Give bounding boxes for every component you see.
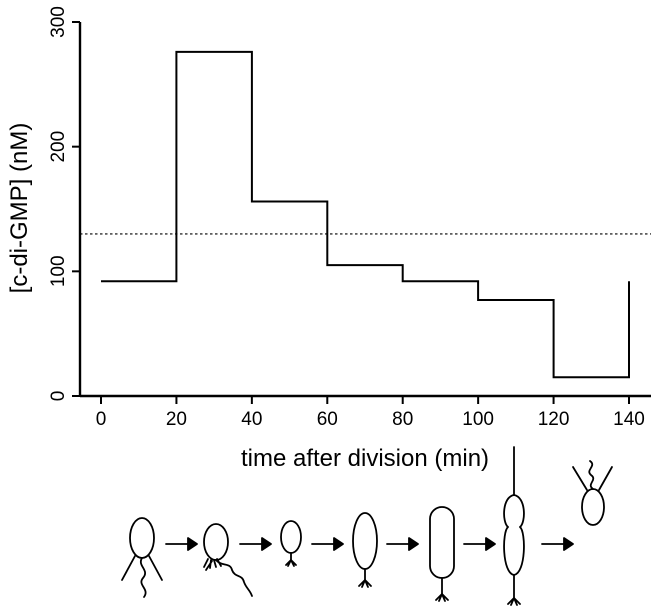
x-tick-label: 100	[462, 409, 494, 430]
y-tick-label: 300	[48, 6, 69, 38]
x-tick-label: 80	[392, 409, 413, 430]
y-tick-label: 0	[48, 391, 69, 402]
x-axis-title: time after division (min)	[241, 445, 489, 472]
series-line	[101, 50, 630, 379]
series-group	[101, 50, 630, 379]
arrow-icon	[165, 537, 198, 551]
arrow-icon	[463, 537, 496, 551]
cell-cycle-illustration	[121, 446, 613, 606]
arrow-icon	[311, 537, 344, 551]
x-tick-label: 40	[241, 409, 262, 430]
x-tick-label: 120	[538, 409, 570, 430]
x-tick-label: 0	[96, 409, 107, 430]
differentiating-cell-icon	[203, 523, 253, 597]
stalked-cell-icon	[280, 520, 302, 567]
predivisional-cell-icon	[503, 446, 525, 606]
x-axis-ticks: 0 20 40 60 80 100 120 140	[96, 396, 645, 430]
new-swarmer-cell-icon	[572, 460, 613, 526]
arrow-icon	[239, 537, 272, 551]
x-tick-label: 20	[166, 409, 187, 430]
x-tick-label: 60	[317, 409, 338, 430]
y-tick-label: 100	[48, 255, 69, 287]
arrow-icon	[386, 537, 419, 551]
x-tick-label: 140	[613, 409, 645, 430]
arrow-icon	[541, 537, 574, 551]
elongated-cell-icon	[429, 506, 455, 602]
y-axis-title: [c-di-GMP] (nM)	[6, 123, 33, 294]
y-axis-ticks: 0 100 200 300	[48, 6, 80, 401]
plot-area: 0 20 40 60 80 100 120 140 0 100 200 300	[48, 6, 651, 430]
swarmer-cell-icon	[121, 517, 163, 598]
stalked-cell-icon	[352, 512, 378, 588]
y-tick-label: 200	[48, 131, 69, 163]
